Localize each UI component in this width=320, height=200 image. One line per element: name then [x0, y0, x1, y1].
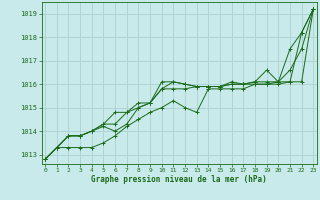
X-axis label: Graphe pression niveau de la mer (hPa): Graphe pression niveau de la mer (hPa) — [91, 175, 267, 184]
